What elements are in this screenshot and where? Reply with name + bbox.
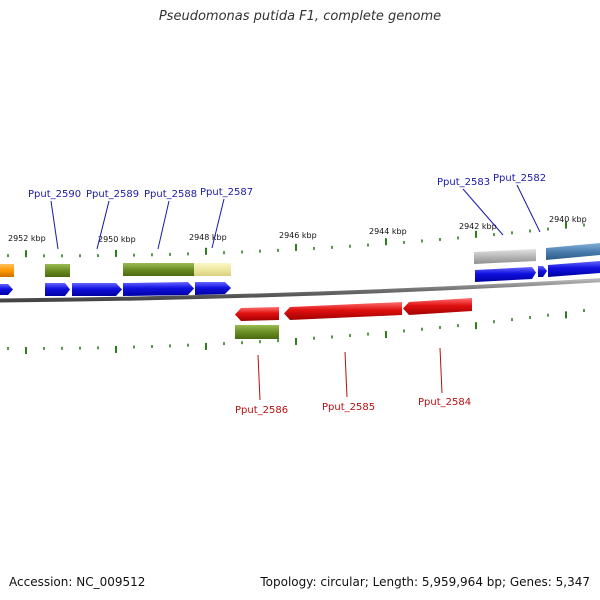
gene-label[interactable]: Pput_2589 <box>86 189 139 200</box>
gene-feature[interactable] <box>546 243 600 260</box>
leader-lines-bottom <box>257 347 443 401</box>
cds-arrow[interactable] <box>548 261 600 277</box>
kbp-label: 2940 kbp <box>549 215 587 224</box>
gene-label[interactable]: Pput_2585 <box>322 402 375 413</box>
accession-text: Accession: NC_009512 <box>9 575 146 589</box>
cds-arrow[interactable] <box>45 283 70 296</box>
cds-arrow[interactable] <box>284 302 402 320</box>
cds-arrow[interactable] <box>0 284 13 295</box>
gene-labels-bottom: Pput_2586 Pput_2585 Pput_2584 <box>235 397 471 416</box>
cds-arrow[interactable] <box>123 282 194 296</box>
gene-feature[interactable] <box>0 264 14 277</box>
genome-title: Pseudomonas putida F1, complete genome <box>158 9 442 24</box>
kbp-label: 2946 kbp <box>279 231 317 240</box>
kbp-label: 2944 kbp <box>369 227 407 236</box>
cds-arrow[interactable] <box>538 266 547 277</box>
cds-arrow[interactable] <box>235 307 279 321</box>
kbp-label: 2948 kbp <box>189 233 227 242</box>
gene-track-top <box>0 243 600 277</box>
gene-labels-top: Pput_2590 Pput_2589 Pput_2588 Pput_2587 … <box>28 173 546 200</box>
kbp-label: 2952 kbp <box>8 234 46 243</box>
gene-feature[interactable] <box>194 263 231 276</box>
gene-label[interactable]: Pput_2588 <box>144 189 197 200</box>
genome-summary-text: Topology: circular; Length: 5,959,964 bp… <box>260 575 590 589</box>
genome-backbone <box>0 278 600 303</box>
ruler-labels: 2952 kbp 2950 kbp 2948 kbp 2946 kbp 2944… <box>8 215 587 244</box>
kbp-label: 2950 kbp <box>98 235 136 244</box>
ruler-top-ticks <box>7 221 585 258</box>
gene-label[interactable]: Pput_2584 <box>418 397 471 408</box>
cds-arrow[interactable] <box>72 283 122 296</box>
gene-feature[interactable] <box>474 249 536 264</box>
cds-arrow[interactable] <box>195 282 231 295</box>
kbp-label: 2942 kbp <box>459 222 497 231</box>
cds-arrow[interactable] <box>475 267 536 282</box>
gene-label[interactable]: Pput_2583 <box>437 177 490 188</box>
gene-feature[interactable] <box>235 325 279 339</box>
gene-label[interactable]: Pput_2586 <box>235 405 288 416</box>
gene-label[interactable]: Pput_2590 <box>28 189 81 200</box>
cds-arrow[interactable] <box>403 298 472 315</box>
leader-lines-top <box>50 184 541 250</box>
gene-feature[interactable] <box>45 264 70 277</box>
cds-track-reverse <box>235 298 472 321</box>
gene-feature[interactable] <box>123 263 194 276</box>
ruler-bottom-ticks <box>7 308 585 355</box>
gene-label[interactable]: Pput_2582 <box>493 173 546 184</box>
gene-label[interactable]: Pput_2587 <box>200 187 253 198</box>
cds-track-forward <box>0 261 600 296</box>
